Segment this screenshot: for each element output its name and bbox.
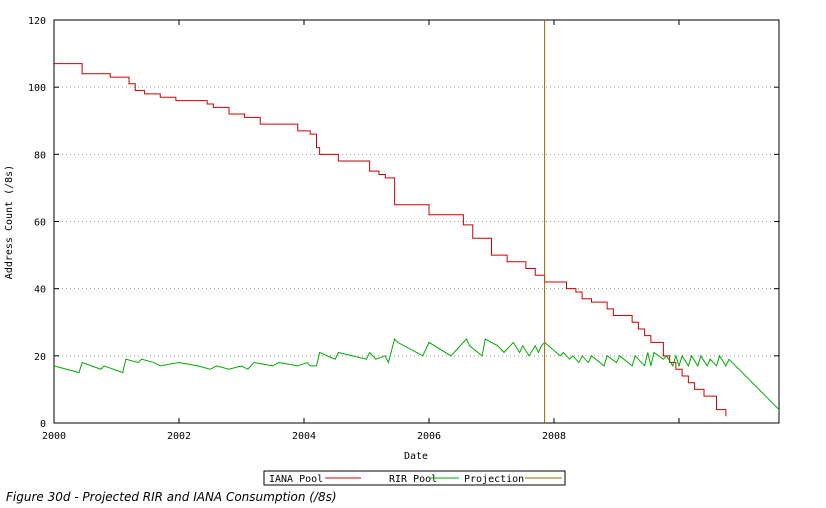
y-axis-title: Address Count (/8s) bbox=[4, 165, 15, 279]
chart: 0 20 40 60 80 100 120 2000 2002 2004 2006 2008 Dat… bbox=[4, 16, 780, 486]
rir-pool-line bbox=[53, 338, 730, 374]
y-tick-label: 40 bbox=[34, 285, 46, 296]
y-tick-label: 80 bbox=[34, 150, 46, 161]
x-tick-label: 2008 bbox=[542, 431, 566, 442]
iana-pool-line bbox=[54, 63, 727, 417]
legend: IANA Pool RIR Pool Projection bbox=[263, 470, 566, 486]
y-tick-label: 120 bbox=[28, 16, 46, 27]
y-axis-ticks: 0 20 40 60 80 100 120 bbox=[28, 16, 779, 430]
y-tick-label: 60 bbox=[34, 218, 46, 229]
x-tick-label: 2002 bbox=[167, 431, 191, 442]
y-tick-label: 100 bbox=[28, 83, 46, 94]
gridlines bbox=[54, 86, 779, 357]
legend-label: RIR Pool bbox=[389, 474, 437, 485]
x-tick-label: 2006 bbox=[417, 431, 441, 442]
x-axis-ticks: 2000 2002 2004 2006 2008 bbox=[42, 20, 680, 442]
x-tick-label: 2004 bbox=[292, 431, 316, 442]
legend-box bbox=[263, 470, 566, 486]
x-tick-label: 2000 bbox=[42, 431, 66, 442]
y-tick-label: 20 bbox=[34, 352, 46, 363]
x-axis-title: Date bbox=[404, 451, 428, 462]
figure-caption: Figure 30d - Projected RIR and IANA Cons… bbox=[6, 490, 337, 504]
legend-label: Projection bbox=[464, 474, 524, 485]
series-layer bbox=[53, 20, 780, 423]
legend-label: IANA Pool bbox=[269, 474, 323, 485]
y-tick-label: 0 bbox=[40, 419, 46, 430]
projection-line bbox=[728, 358, 780, 410]
